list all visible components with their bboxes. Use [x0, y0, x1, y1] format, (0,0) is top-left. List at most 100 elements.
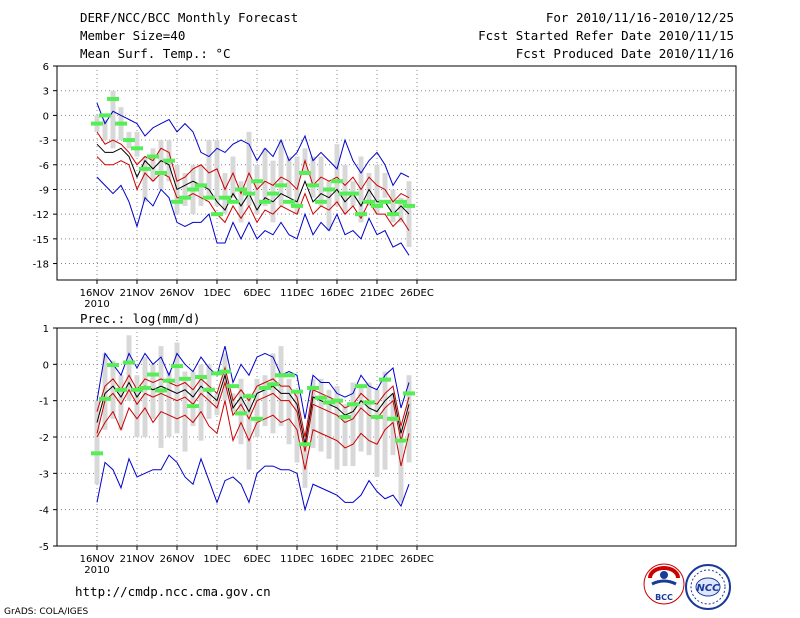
x-tick-label: 6DEC — [243, 288, 270, 299]
started-refer-date: Fcst Started Refer Date 2010/11/15 — [478, 28, 734, 43]
observed-marker — [139, 166, 151, 171]
ensemble-bar — [134, 131, 140, 157]
observed-marker — [115, 387, 127, 392]
observed-marker — [251, 416, 263, 421]
observed-marker — [123, 360, 135, 365]
observed-marker — [171, 199, 183, 204]
x-tick-year: 2010 — [84, 299, 109, 310]
observed-marker — [283, 373, 295, 378]
observed-marker — [315, 395, 327, 400]
observed-marker — [371, 415, 383, 420]
ensemble-bar — [214, 393, 220, 416]
ensemble-bar — [390, 189, 396, 223]
member-size: Member Size=40 — [80, 28, 185, 43]
ensemble-bar — [126, 335, 132, 401]
y-tick-label: 0 — [43, 111, 49, 122]
y-tick-label: -3 — [39, 469, 49, 480]
observed-marker — [179, 376, 191, 381]
x-tick-label: 1DEC — [203, 288, 230, 299]
observed-marker — [107, 96, 119, 101]
y-tick-label: -4 — [39, 506, 49, 517]
y-tick-label: -5 — [39, 542, 49, 553]
observed-marker — [139, 385, 151, 390]
ensemble-bar — [158, 346, 164, 448]
observed-marker — [203, 387, 215, 392]
observed-marker — [219, 369, 231, 374]
observed-marker — [403, 203, 415, 208]
x-tick-label: 16DEC — [320, 288, 354, 299]
ensemble-bar — [326, 181, 332, 231]
observed-marker — [163, 378, 175, 383]
ensemble-bar — [110, 90, 116, 149]
observed-marker — [259, 199, 271, 204]
observed-marker — [187, 187, 199, 192]
ensemble-bar — [294, 156, 300, 215]
observed-marker — [363, 199, 375, 204]
temperature-panel: 6 3 0 -3 -6 -9 -12 -15 -18 16NOV 21NOV 26NOV 1DEC 6DE… — [33, 62, 737, 310]
observed-marker — [91, 451, 103, 456]
x-tick-label: 26DEC — [400, 554, 434, 565]
observed-marker — [395, 199, 407, 204]
x-tick-label: 11DEC — [280, 554, 314, 565]
ensemble-bar — [182, 371, 188, 452]
ensemble-bar — [334, 386, 340, 470]
observed-marker — [235, 411, 247, 416]
ensemble-bar — [150, 364, 156, 419]
observed-marker — [91, 121, 103, 126]
observed-marker — [283, 199, 295, 204]
observed-marker — [347, 191, 359, 196]
y-tick-label: -2 — [39, 433, 49, 444]
ensemble-bar — [398, 197, 404, 223]
bcc-logo-text: BCC — [655, 593, 673, 602]
source-url[interactable]: http://cmdp.ncc.cma.gov.cn — [75, 584, 271, 599]
ensemble-bar — [326, 389, 332, 459]
ensemble-bar — [294, 393, 300, 463]
ensemble-bar — [230, 393, 236, 412]
bcc-logo: BCC — [643, 563, 685, 605]
ensemble-bar — [94, 400, 100, 485]
observed-marker — [115, 121, 127, 126]
observed-marker — [235, 187, 247, 192]
temp-chart-title: Mean Surf. Temp.: °C — [80, 46, 231, 61]
ensemble-bar — [222, 173, 228, 215]
observed-marker — [387, 416, 399, 421]
observed-marker — [339, 191, 351, 196]
ensemble-bar — [198, 364, 204, 441]
y-tick-label: -3 — [39, 136, 49, 147]
observed-marker — [275, 373, 287, 378]
ensemble-bar — [310, 378, 316, 448]
ensemble-bar — [382, 173, 388, 198]
ensemble-bar — [150, 148, 156, 182]
x-tick-label: 21DEC — [360, 288, 394, 299]
ensemble-bar — [278, 140, 284, 206]
x-tick-label: 21DEC — [360, 554, 394, 565]
ensemble-bar — [166, 371, 172, 437]
observed-marker — [131, 387, 143, 392]
x-tick-label: 21NOV — [120, 288, 155, 299]
ensemble-bar — [246, 131, 252, 206]
ensemble-bar — [350, 382, 356, 467]
ensemble-bar — [190, 371, 196, 427]
ensemble-bar — [406, 181, 412, 248]
observed-marker — [195, 375, 207, 380]
y-tick-label: 0 — [43, 360, 49, 371]
observed-marker — [123, 138, 135, 143]
observed-marker — [291, 203, 303, 208]
observed-marker — [267, 191, 279, 196]
observed-marker — [267, 382, 279, 387]
ensemble-bar — [262, 148, 268, 206]
ensemble-bar — [182, 173, 188, 206]
x-tick-label: 11DEC — [280, 288, 314, 299]
observed-marker — [243, 191, 255, 196]
series-line-min — [96, 176, 410, 256]
ensemble-bar — [214, 140, 220, 206]
ensemble-bar — [286, 156, 292, 198]
observed-marker — [299, 171, 311, 175]
y-tick-label: 6 — [43, 62, 49, 73]
ensemble-bar — [270, 160, 276, 223]
ensemble-bar — [158, 140, 164, 190]
forecast-period: For 2010/11/16-2010/12/25 — [546, 10, 734, 25]
observed-marker — [403, 391, 415, 396]
x-tick-label: 16DEC — [320, 554, 354, 565]
ensemble-bar — [102, 353, 108, 430]
